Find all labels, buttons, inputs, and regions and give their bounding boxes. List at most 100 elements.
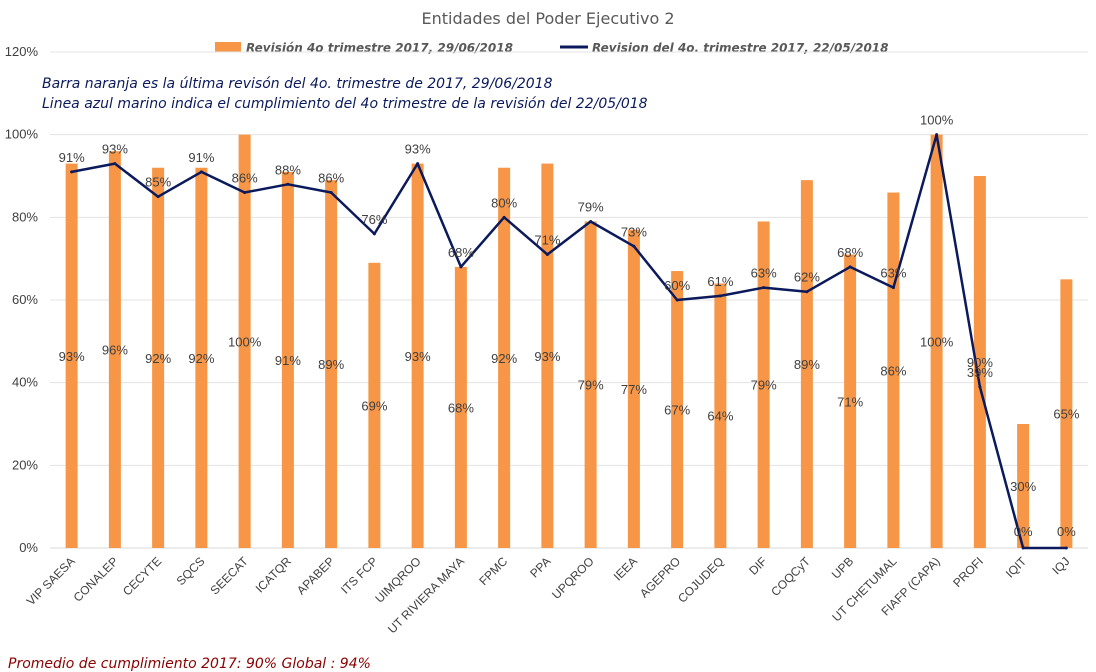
line-data-label: 61% <box>707 274 733 289</box>
bar <box>152 167 165 548</box>
line-data-label: 39% <box>967 365 993 380</box>
bar-data-label: 93% <box>405 349 431 364</box>
bar-data-label: 91% <box>275 353 301 368</box>
line-point <box>1021 546 1025 550</box>
bar-data-label: 93% <box>59 349 85 364</box>
line-point <box>935 133 939 137</box>
bar <box>714 283 727 548</box>
bar <box>281 171 294 548</box>
line-point <box>805 290 809 294</box>
line-data-label: 71% <box>534 233 560 248</box>
bar <box>368 262 381 548</box>
line-point <box>329 191 333 195</box>
line-data-label: 80% <box>491 195 517 210</box>
bar <box>541 163 554 548</box>
line-data-label: 86% <box>318 171 344 186</box>
line-point <box>70 170 74 174</box>
bar-data-label: 86% <box>880 363 906 378</box>
line-data-label: 0% <box>1057 524 1076 539</box>
bar-data-label: 89% <box>318 357 344 372</box>
line-path <box>71 133 1067 550</box>
bar-data-label: 30% <box>1010 479 1036 494</box>
line-point <box>372 232 376 236</box>
bar <box>800 180 813 548</box>
line-data-label: 93% <box>102 142 128 157</box>
line-data-label: 86% <box>232 171 258 186</box>
line-data-label: 100% <box>920 113 954 128</box>
line-data-label: 0% <box>1014 524 1033 539</box>
line-point <box>718 294 722 298</box>
line-point <box>113 162 117 166</box>
bar <box>238 134 251 548</box>
line-data-label: 91% <box>188 150 214 165</box>
line-data-label: 68% <box>837 245 863 260</box>
bar-data-label: 69% <box>361 398 387 413</box>
y-tick-label: 20% <box>12 457 38 472</box>
bar <box>65 163 78 548</box>
legend-swatch-bars <box>215 42 241 52</box>
line-point <box>243 191 247 195</box>
bar <box>411 163 424 548</box>
line-data-label: 85% <box>145 175 171 190</box>
line-point <box>848 265 852 269</box>
bar-data-label: 77% <box>621 382 647 397</box>
bar-data-label: 68% <box>448 400 474 415</box>
chart-note-line: Linea azul marino indica el cumplimiento… <box>42 96 648 112</box>
y-tick-label: 100% <box>5 127 39 142</box>
bar-data-label: 100% <box>228 334 262 349</box>
line-point <box>156 195 160 199</box>
bar-data-label: 71% <box>837 394 863 409</box>
chart-note-bars: Barra naranja es la última revisón del 4… <box>42 76 553 92</box>
line-data-label: 76% <box>361 212 387 227</box>
line-point <box>978 385 982 389</box>
line-data-label: 91% <box>59 150 85 165</box>
bar <box>973 176 986 548</box>
line-point <box>1064 546 1068 550</box>
bar <box>1017 424 1030 548</box>
bar-data-label: 64% <box>707 409 733 424</box>
bar-data-label: 92% <box>188 351 214 366</box>
bar-data-labels: 93% 96% 92% 92% 100% 91% 89% 69% 93% 68% 92% 93% 79%… <box>59 334 1080 494</box>
chart-footer: Promedio de cumplimiento 2017: 90% Globa… <box>8 656 371 672</box>
line-data-label: 88% <box>275 162 301 177</box>
y-tick-label: 80% <box>12 209 38 224</box>
y-tick-label: 120% <box>5 44 39 59</box>
bar <box>498 167 511 548</box>
bar-data-label: 96% <box>102 343 128 358</box>
line-point <box>459 265 463 269</box>
bar-data-label: 92% <box>145 351 171 366</box>
bar-data-label: 100% <box>920 334 954 349</box>
bar-data-label: 93% <box>534 349 560 364</box>
bar <box>930 134 943 548</box>
bar-series <box>65 134 1073 549</box>
bar <box>108 151 121 548</box>
bar <box>1060 279 1073 548</box>
line-data-label: 63% <box>751 266 777 281</box>
bar <box>195 167 208 548</box>
line-point <box>199 170 203 174</box>
line-data-label: 63% <box>880 266 906 281</box>
line-point <box>891 286 895 290</box>
y-tick-label: 0% <box>19 540 38 555</box>
chart-title: Entidades del Poder Ejecutivo 2 <box>422 9 675 28</box>
bar <box>325 180 338 548</box>
bar-data-label: 90% <box>967 355 993 370</box>
line-point <box>589 219 593 223</box>
line-point <box>632 244 636 248</box>
line-data-label: 62% <box>794 270 820 285</box>
y-tick-label: 60% <box>12 292 38 307</box>
bar-data-label: 79% <box>751 378 777 393</box>
line-data-label: 68% <box>448 245 474 260</box>
line-data-label: 93% <box>405 142 431 157</box>
bar <box>757 221 770 548</box>
y-tick-label: 40% <box>12 375 38 390</box>
bar-data-label: 65% <box>1053 407 1079 422</box>
line-data-label: 60% <box>664 278 690 293</box>
bar-data-label: 67% <box>664 403 690 418</box>
line-data-label: 79% <box>578 199 604 214</box>
line-series <box>70 133 1068 550</box>
line-data-labels: 91% 93% 85% 91% 86% 88% 86% 76% 93% 68% 80% 71% 79% 7… <box>59 113 1077 539</box>
gridlines <box>50 51 1088 466</box>
bar <box>627 229 640 548</box>
